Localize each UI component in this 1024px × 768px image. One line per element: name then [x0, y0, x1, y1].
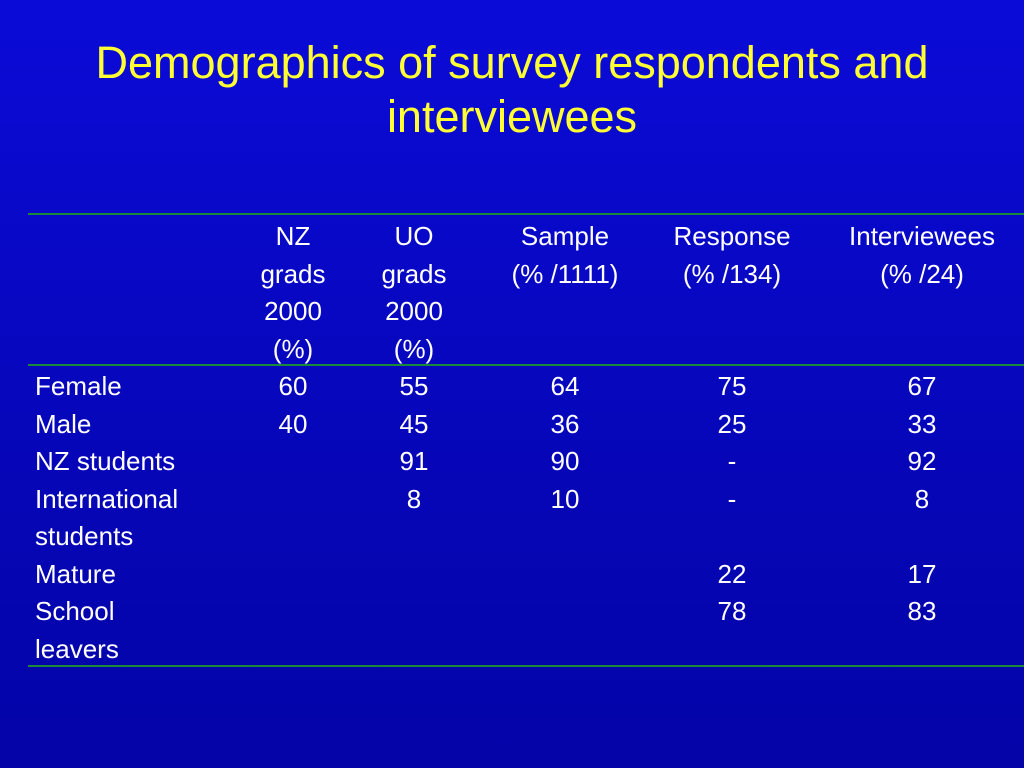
- table-cell: 64: [550, 371, 580, 401]
- column-header: Sample: [520, 221, 610, 251]
- table-cell: -: [727, 446, 737, 476]
- row-label: School: [35, 596, 115, 626]
- table-cell: 8: [914, 483, 930, 514]
- table-cell: 40: [278, 408, 308, 439]
- column-header: (% /1111): [511, 258, 619, 289]
- row-label: leavers: [35, 633, 119, 664]
- column-header: NZ: [275, 221, 311, 251]
- table-cell: 22: [717, 558, 747, 589]
- column-header: grads: [260, 258, 326, 289]
- table-rule: [28, 364, 1024, 366]
- table-cell: 36: [550, 408, 580, 439]
- row-label: students: [35, 521, 134, 551]
- table-cell: 67: [907, 371, 937, 401]
- column-header: (% /134): [682, 258, 782, 289]
- row-label: International: [35, 483, 179, 514]
- row-label: Female: [35, 371, 122, 401]
- table-cell: 60: [278, 371, 308, 401]
- table-cell: 8: [406, 483, 422, 514]
- column-header: Interviewees: [849, 221, 995, 251]
- table-cell: 55: [399, 371, 429, 401]
- table-cell: 78: [717, 596, 747, 626]
- table-cell: 45: [399, 408, 429, 439]
- column-header: (%): [393, 333, 435, 364]
- table-rule: [28, 665, 1024, 667]
- column-header: (% /24): [880, 258, 964, 289]
- column-header: UO: [394, 221, 434, 251]
- column-header: 2000: [264, 296, 322, 326]
- column-header: (%): [272, 333, 314, 364]
- table-cell: 25: [717, 408, 747, 439]
- column-header: 2000: [385, 296, 443, 326]
- table-cell: 92: [907, 446, 937, 476]
- table-cell: 83: [907, 596, 937, 626]
- table-cell: 17: [907, 558, 937, 589]
- table-cell: 10: [550, 483, 580, 514]
- row-label: NZ students: [35, 446, 176, 476]
- row-label: Male: [35, 408, 92, 439]
- table-cell: -: [727, 483, 737, 514]
- column-header: grads: [381, 258, 447, 289]
- row-label: Mature: [35, 558, 116, 589]
- table-cell: 33: [907, 408, 937, 439]
- table-cell: 90: [550, 446, 580, 476]
- table-cell: 91: [399, 446, 429, 476]
- table-cell: 75: [717, 371, 747, 401]
- slide-title: Demographics of survey respondents and i…: [95, 37, 929, 142]
- column-header: Response: [673, 221, 791, 251]
- table-rule: [28, 213, 1024, 215]
